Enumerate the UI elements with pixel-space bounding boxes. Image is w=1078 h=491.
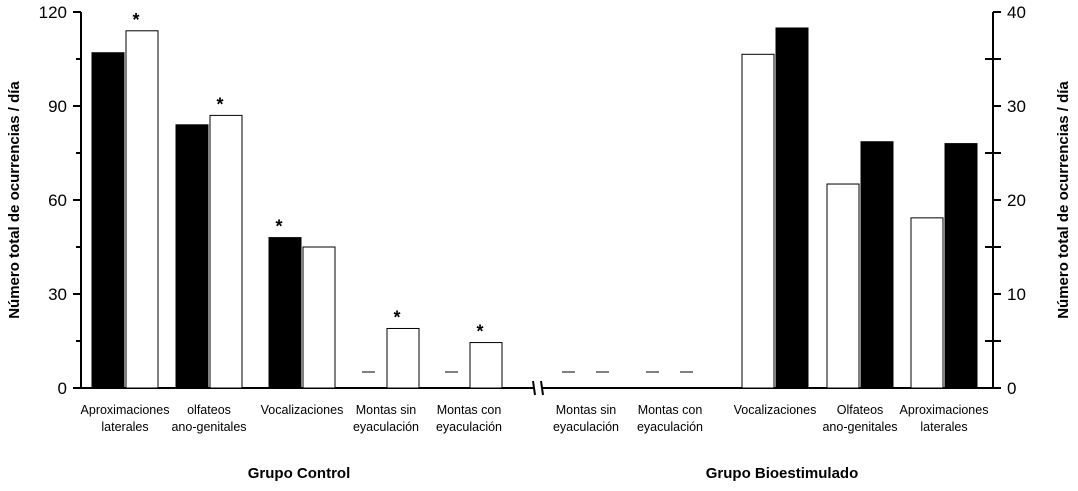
- right-tick-label: 30: [1007, 97, 1026, 116]
- bar-open: [469, 342, 503, 389]
- category-label: olfateos: [187, 403, 231, 417]
- significance-star: *: [132, 10, 139, 30]
- axis-break-mark: [540, 380, 544, 396]
- right-tick-label: 20: [1007, 191, 1026, 210]
- bar-open: [826, 183, 860, 389]
- labels: 0 30 60 90 120 0 10 20 30 40 Número total de ocurr…: [6, 3, 1072, 482]
- category-label: Vocalizaciones: [734, 403, 817, 417]
- bar-open: [209, 114, 243, 389]
- category-label: laterales: [920, 420, 967, 434]
- left-axis-title: Número total de ocurrencias / día: [6, 81, 23, 319]
- bar-filled: [91, 52, 125, 389]
- right-axis-title: Número total de ocurrencias / día: [1055, 81, 1072, 319]
- category-label: eyaculación: [553, 420, 619, 434]
- bar-filled: [860, 141, 894, 389]
- category-label: Montas con: [638, 403, 703, 417]
- bar-filled: [175, 124, 209, 389]
- right-tick-label: 40: [1007, 3, 1026, 22]
- left-tick-label: 90: [48, 97, 67, 116]
- bars: [91, 27, 978, 389]
- bar-open: [910, 217, 944, 389]
- bar-open: [302, 246, 336, 389]
- category-label: Montas sin: [356, 403, 416, 417]
- bar-filled: [944, 143, 978, 389]
- category-label: Montas con: [437, 403, 502, 417]
- bar-open: [125, 30, 159, 389]
- left-tick-label: 120: [39, 3, 67, 22]
- category-label: laterales: [101, 420, 148, 434]
- category-label: eyaculación: [436, 420, 502, 434]
- significance-star: *: [393, 307, 400, 327]
- category-label: ano-genitales: [822, 420, 897, 434]
- category-label: Aproximaciones: [900, 403, 989, 417]
- bar-open: [741, 53, 775, 389]
- category-label: ano-genitales: [171, 420, 246, 434]
- category-label: Olfateos: [837, 403, 884, 417]
- group-title: Grupo Bioestimulado: [706, 465, 859, 482]
- significance-star: *: [476, 322, 483, 342]
- bar-filled: [775, 27, 809, 389]
- right-tick-label: 0: [1007, 379, 1016, 398]
- category-label: Aproximaciones: [81, 403, 170, 417]
- left-tick-label: 60: [48, 191, 67, 210]
- group-title: Grupo Control: [248, 465, 350, 482]
- axis-break-mark: [532, 380, 536, 396]
- category-label: eyaculación: [637, 420, 703, 434]
- bar-filled: [268, 237, 302, 389]
- significance-star: *: [275, 217, 282, 237]
- category-label: Montas sin: [556, 403, 616, 417]
- right-tick-label: 10: [1007, 285, 1026, 304]
- left-tick-label: 30: [48, 285, 67, 304]
- category-label: Vocalizaciones: [261, 403, 344, 417]
- left-tick-label: 0: [58, 379, 67, 398]
- category-label: eyaculación: [353, 420, 419, 434]
- bar-open: [386, 327, 420, 389]
- significance-star: *: [216, 94, 223, 114]
